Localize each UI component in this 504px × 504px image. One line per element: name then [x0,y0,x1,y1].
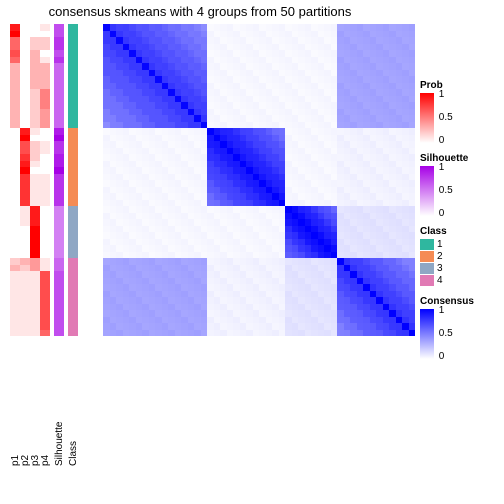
legend-prob-ticks: 1 0.5 0 [439,93,465,143]
annotation-labels: p1p2p3p4SilhouetteClass [10,440,78,451]
annotation-columns [10,24,78,336]
legend-consensus-gradient [420,309,434,359]
legend-class-level: 1 [420,239,474,250]
legend-class-levels: 1234 [420,239,474,286]
legend-sil-title: Silhouette [420,153,474,164]
legend-consensus-ticks: 1 0.5 0 [439,309,465,359]
annotation-label: Class [68,456,79,466]
legend-class-level: 3 [420,263,474,274]
legend-sil-gradient [420,166,434,216]
annotation-col-cls [68,24,78,336]
legend-class-level: 2 [420,251,474,262]
annotation-col-sil [54,24,64,336]
consensus-heatmap [103,24,415,336]
legend-prob-title: Prob [420,80,474,91]
annotation-col-p4 [40,24,50,336]
legend-sil-ticks: 1 0.5 0 [439,166,465,216]
legend-prob-gradient [420,93,434,143]
annotation-col-p2 [20,24,30,336]
legend-consensus-title: Consensus [420,296,474,307]
page-title: consensus skmeans with 4 groups from 50 … [0,4,400,19]
legend-class-title: Class [420,226,474,237]
annotation-col-p1 [10,24,20,336]
annotation-col-p3 [30,24,40,336]
legend-class-level: 4 [420,275,474,286]
legends: Prob 1 0.5 0 Silhouette 1 0.5 0 Class 12… [420,70,474,359]
